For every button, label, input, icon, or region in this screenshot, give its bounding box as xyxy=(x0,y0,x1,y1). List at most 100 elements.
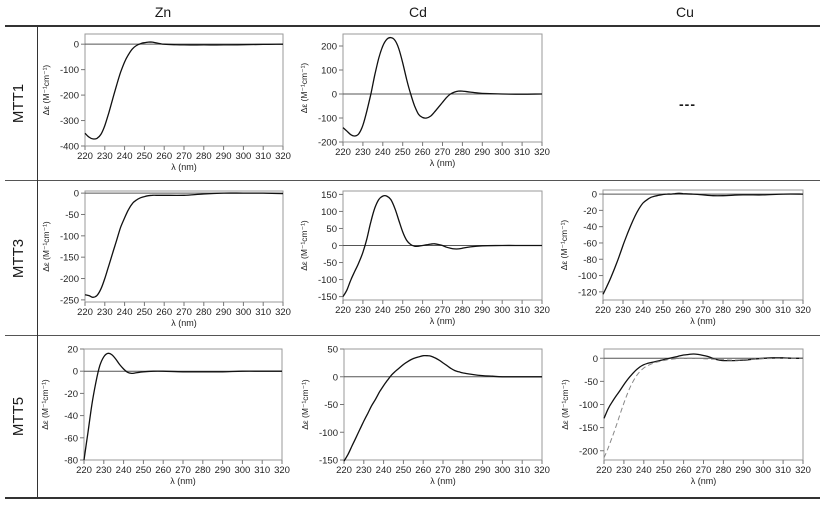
x-tick-label: 300 xyxy=(494,465,510,476)
x-tick-label: 250 xyxy=(656,465,672,476)
plot-mtt1-cd: 220 230 240 250 260 270 280 290 300 310 320 200 100 0… xyxy=(299,33,550,168)
y-tick-label: -20 xyxy=(64,389,78,400)
y-tick-label: -200 xyxy=(60,274,79,285)
y-tick-label: 0 xyxy=(333,372,338,383)
x-axis-label: λ (nm) xyxy=(170,476,196,486)
x-tick-label: 300 xyxy=(235,151,251,162)
spectrum-line xyxy=(603,353,803,419)
x-tick-label: 280 xyxy=(196,151,212,162)
x-axis-label: λ (nm) xyxy=(171,162,197,172)
y-tick-label: -150 xyxy=(319,456,338,467)
y-tick-label: -100 xyxy=(578,271,597,282)
x-axis-label: λ (nm) xyxy=(691,476,717,486)
y-axis-label: Δε (M⁻¹cm⁻¹) xyxy=(299,220,309,271)
x-tick-label: 280 xyxy=(715,465,731,476)
x-tick-label: 310 xyxy=(255,151,271,162)
plot-mtt3-cu: 220 230 240 250 260 270 280 290 300 310 320 0 -20 -40… xyxy=(559,189,811,326)
plot-mtt5-cu: 220 230 240 250 260 270 280 290 300 310 320 0 -50 -10… xyxy=(560,348,811,486)
x-tick-label: 260 xyxy=(156,307,172,318)
x-tick-label: 230 xyxy=(355,305,371,316)
y-tick-label: 0 xyxy=(74,40,79,51)
x-tick-label: 230 xyxy=(615,305,631,316)
x-tick-label: 300 xyxy=(755,465,771,476)
spectrum-line xyxy=(603,357,804,458)
y-tick-label: -50 xyxy=(323,258,337,269)
y-tick-label: 0 xyxy=(332,241,337,252)
x-tick-label: 220 xyxy=(77,307,93,318)
x-tick-label: 300 xyxy=(235,307,251,318)
plot-mtt3-zn: 220 230 240 250 260 270 280 290 300 310 320 0 -50 -10… xyxy=(41,189,291,328)
x-tick-label: 260 xyxy=(156,151,172,162)
x-tick-label: 290 xyxy=(216,307,232,318)
x-tick-label: 270 xyxy=(176,151,192,162)
y-axis-label: Δε (M⁻¹cm⁻¹) xyxy=(559,220,569,271)
bottom-rule xyxy=(5,497,820,499)
spectrum-line xyxy=(84,41,284,140)
x-tick-label: 300 xyxy=(755,305,771,316)
y-tick-label: -150 xyxy=(579,423,598,434)
y-tick-label: -50 xyxy=(324,400,338,411)
x-tick-label: 220 xyxy=(596,465,612,476)
x-tick-label: 220 xyxy=(595,305,611,316)
y-tick-label: 100 xyxy=(321,207,337,218)
x-tick-label: 240 xyxy=(117,151,133,162)
x-tick-label: 280 xyxy=(454,147,470,158)
y-tick-label: -200 xyxy=(318,138,337,149)
column-header-cu: Cu xyxy=(676,4,694,20)
x-tick-label: 320 xyxy=(275,307,291,318)
x-tick-label: 230 xyxy=(356,465,372,476)
x-tick-label: 320 xyxy=(275,151,291,162)
x-tick-label: 250 xyxy=(395,305,411,316)
x-tick-label: 250 xyxy=(136,307,152,318)
x-tick-label: 320 xyxy=(534,147,550,158)
y-tick-label: -60 xyxy=(64,433,78,444)
y-tick-label: -100 xyxy=(319,428,338,439)
y-tick-label: 0 xyxy=(592,190,597,201)
x-tick-label: 230 xyxy=(97,151,113,162)
y-axis-label: Δε (M⁻¹cm⁻¹) xyxy=(41,65,51,116)
x-tick-label: 250 xyxy=(655,305,671,316)
x-axis-label: λ (nm) xyxy=(171,318,197,328)
x-axis-label: λ (nm) xyxy=(430,316,456,326)
y-tick-label: -100 xyxy=(318,275,337,286)
y-tick-label: -100 xyxy=(579,400,598,411)
y-tick-label: -400 xyxy=(60,142,79,153)
row-separator-1 xyxy=(5,180,820,181)
plot-mtt1-zn: 220 230 240 250 260 270 280 290 300 310 320 0 -100 -2… xyxy=(41,33,291,172)
y-tick-label: -80 xyxy=(583,255,597,266)
x-tick-label: 260 xyxy=(676,465,692,476)
x-tick-label: 280 xyxy=(715,305,731,316)
y-tick-label: -150 xyxy=(60,253,79,264)
x-tick-label: 290 xyxy=(735,465,751,476)
x-tick-label: 270 xyxy=(695,305,711,316)
y-tick-label: 150 xyxy=(321,190,337,201)
x-tick-label: 310 xyxy=(254,465,270,476)
y-axis-label: Δε (M⁻¹cm⁻¹) xyxy=(300,379,310,430)
x-tick-label: 220 xyxy=(76,465,92,476)
y-tick-label: 0 xyxy=(74,189,79,200)
y-tick-label: 0 xyxy=(73,367,78,378)
x-tick-label: 320 xyxy=(795,305,811,316)
y-tick-label: -250 xyxy=(60,295,79,306)
y-tick-label: -40 xyxy=(583,222,597,233)
x-tick-label: 240 xyxy=(635,305,651,316)
row-header-divider xyxy=(37,25,38,497)
plot-mtt5-zn: 220 230 240 250 260 270 280 290 300 310 320 20 0 -20 -… xyxy=(40,345,290,487)
x-tick-label: 250 xyxy=(135,465,151,476)
x-tick-label: 310 xyxy=(775,305,791,316)
spectrum-line xyxy=(343,354,542,462)
x-tick-label: 290 xyxy=(216,151,232,162)
x-tick-label: 270 xyxy=(435,305,451,316)
y-tick-label: 100 xyxy=(321,66,337,77)
x-tick-label: 270 xyxy=(435,465,451,476)
y-tick-label: 0 xyxy=(593,354,598,365)
x-tick-label: 240 xyxy=(376,465,392,476)
y-tick-label: 50 xyxy=(326,224,337,235)
x-tick-label: 260 xyxy=(155,465,171,476)
y-tick-label: -100 xyxy=(60,65,79,76)
x-tick-label: 310 xyxy=(514,305,530,316)
x-tick-label: 320 xyxy=(534,465,550,476)
y-tick-label: -100 xyxy=(318,114,337,125)
x-tick-label: 260 xyxy=(415,465,431,476)
